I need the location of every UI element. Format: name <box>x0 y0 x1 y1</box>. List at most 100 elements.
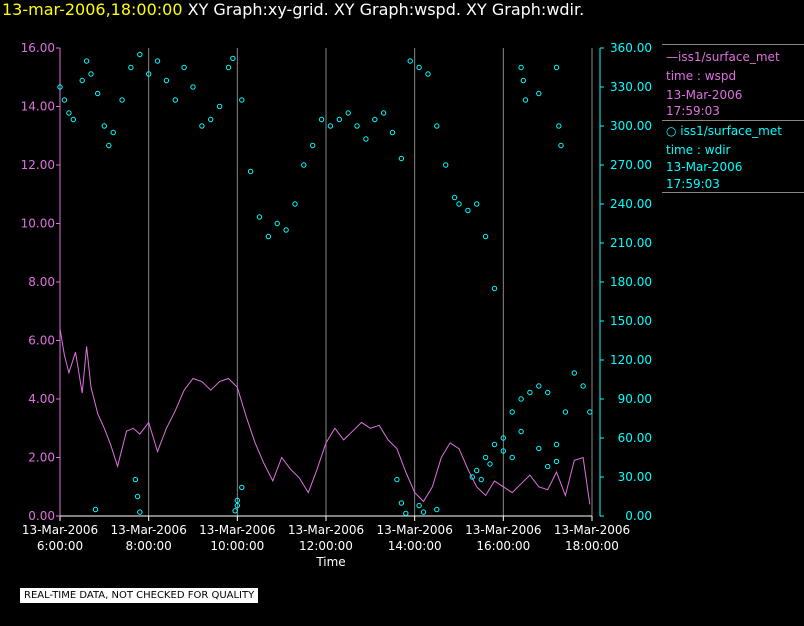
wdir-point <box>274 220 280 227</box>
x-tick-time: 6:00:00 <box>37 539 83 553</box>
wdir-point <box>434 506 440 513</box>
wdir-point <box>403 510 409 517</box>
legend-separator <box>662 192 804 193</box>
x-tick-date: 13-Mar-2006 <box>465 523 541 537</box>
right-tick-label: 90.00 <box>618 392 652 406</box>
left-tick-label: 16.00 <box>21 41 55 55</box>
chart-header: 13-mar-2006,18:00:00 XY Graph:xy-grid. X… <box>2 0 584 19</box>
x-tick-time: 18:00:00 <box>565 539 619 553</box>
left-tick-label: 0.00 <box>28 509 55 523</box>
wdir-point <box>443 162 449 168</box>
wdir-point <box>558 142 564 149</box>
wdir-point <box>79 77 85 84</box>
wdir-point <box>372 116 378 123</box>
header-date: 13-mar-2006,18:00:00 <box>2 0 183 19</box>
x-tick-date: 13-Mar-2006 <box>554 523 630 537</box>
wdir-point <box>394 476 400 483</box>
x-tick-date: 13-Mar-2006 <box>110 523 186 537</box>
legend-wspd-var: time : wspd <box>666 69 737 83</box>
left-tick-label: 12.00 <box>21 158 55 172</box>
right-tick-label: 30.00 <box>618 470 652 484</box>
right-tick-label: 330.00 <box>610 80 652 94</box>
wdir-point <box>520 77 526 84</box>
wdir-point <box>239 97 245 103</box>
wdir-point <box>70 116 77 123</box>
left-tick-label: 6.00 <box>28 334 55 348</box>
wdir-point <box>500 448 506 454</box>
wdir-point <box>92 506 99 513</box>
wdir-point <box>230 55 236 62</box>
wdir-point <box>556 123 562 129</box>
right-tick-label: 240.00 <box>610 197 652 211</box>
wdir-point <box>83 58 90 64</box>
x-tick-date: 13-Mar-2006 <box>376 523 452 537</box>
legend-wdir-time: 17:59:03 <box>666 177 720 191</box>
wdir-point <box>491 441 498 448</box>
wdir-point <box>256 214 263 220</box>
x-tick-time: 14:00:00 <box>388 539 442 553</box>
wdir-point <box>553 441 560 448</box>
wdir-point <box>146 71 152 77</box>
x-tick-date: 13-Mar-2006 <box>288 523 364 537</box>
wdir-point <box>482 454 489 461</box>
legend-wspd-source: —iss1/surface_met <box>666 50 780 64</box>
wdir-point <box>518 396 524 402</box>
wdir-point <box>571 370 577 376</box>
wdir-point <box>95 90 101 97</box>
right-tick-label: 210.00 <box>610 236 652 250</box>
wdir-point <box>154 58 161 64</box>
right-tick-label: 180.00 <box>610 275 652 289</box>
wdir-point <box>119 97 125 103</box>
wdir-point <box>380 110 387 116</box>
wdir-point <box>128 64 134 71</box>
wdir-point <box>536 90 542 97</box>
wdir-point <box>234 502 241 509</box>
wdir-point <box>132 476 139 483</box>
right-tick-label: 0.00 <box>625 509 652 523</box>
wdir-point <box>420 509 427 515</box>
x-tick-time: 8:00:00 <box>126 539 172 553</box>
x-tick-time: 16:00:00 <box>476 539 530 553</box>
wdir-point <box>487 461 493 467</box>
left-tick-label: 4.00 <box>28 392 55 406</box>
wdir-point <box>232 508 238 514</box>
left-tick-label: 10.00 <box>21 217 55 231</box>
wdir-point <box>66 110 72 116</box>
wdir-point <box>363 136 369 142</box>
wdir-point <box>318 116 325 123</box>
wdir-point <box>553 458 560 465</box>
legend-separator <box>662 44 804 45</box>
right-tick-label: 150.00 <box>610 314 652 328</box>
wdir-point <box>301 162 307 168</box>
x-axis-label: Time <box>315 555 345 569</box>
wdir-point <box>518 428 524 435</box>
wdir-point <box>283 227 289 233</box>
wdir-point <box>527 389 533 396</box>
wdir-point <box>199 123 205 129</box>
wdir-point <box>327 123 334 129</box>
wdir-point <box>354 123 360 129</box>
wdir-point <box>425 71 431 77</box>
wdir-point <box>101 123 108 129</box>
wdir-point <box>562 409 569 415</box>
wdir-point <box>225 64 232 71</box>
left-tick-label: 14.00 <box>21 100 55 114</box>
legend-wdir-source: ○ iss1/surface_met <box>666 124 782 138</box>
wdir-point <box>491 285 498 292</box>
wdir-point <box>216 103 223 110</box>
wdir-point <box>416 502 422 509</box>
wdir-point <box>336 116 342 123</box>
wdir-point <box>474 467 480 474</box>
wdir-point <box>137 51 143 58</box>
x-tick-date: 13-Mar-2006 <box>22 523 98 537</box>
right-tick-label: 360.00 <box>610 41 652 55</box>
wspd-series-line <box>59 328 591 505</box>
header-titles: XY Graph:xy-grid. XY Graph:wspd. XY Grap… <box>182 0 585 19</box>
wdir-point <box>106 142 112 149</box>
legend-wspd-time: 17:59:03 <box>666 104 720 118</box>
wdir-point <box>451 194 458 201</box>
wdir-point <box>509 454 515 461</box>
wdir-point <box>134 493 141 500</box>
right-tick-label: 60.00 <box>618 431 652 445</box>
